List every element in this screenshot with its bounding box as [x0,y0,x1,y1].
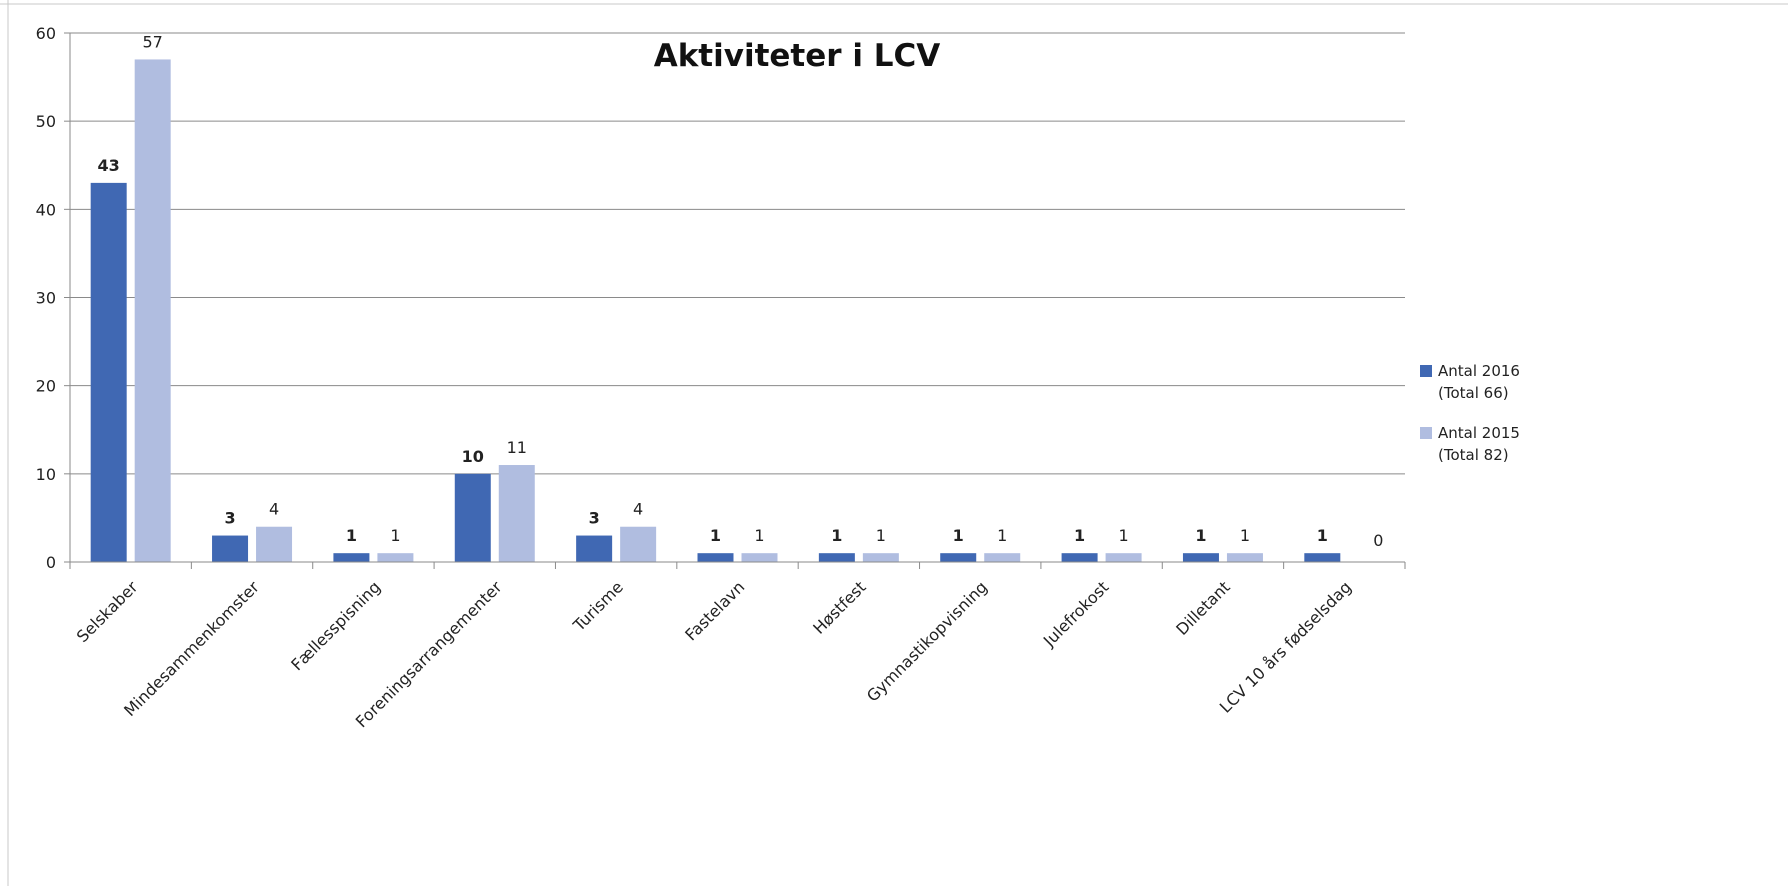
bar [818,553,855,562]
bar [212,535,249,562]
data-label: 3 [589,509,600,528]
bar [498,465,535,562]
data-label: 43 [98,156,120,175]
data-label: 4 [269,500,279,519]
bar [90,182,127,562]
data-label: 57 [143,32,163,51]
data-label: 1 [346,526,357,545]
x-tick-label: Fællesspisning [287,577,384,674]
x-tick-label: LCV 10 års fødselsdag [1216,577,1355,716]
y-tick-label: 60 [36,24,56,43]
x-tick-label: Foreningsarrangementer [352,577,506,731]
y-tick-label: 30 [36,289,56,308]
bar [333,553,370,562]
bar [862,553,899,562]
legend-item: Antal 2015 (Total 82) [1420,422,1530,466]
bar [940,553,977,562]
chart-title: Aktiviteter i LCV [654,38,941,74]
bar [1061,553,1098,562]
data-label: 1 [831,526,842,545]
y-tick-label: 0 [46,553,56,572]
data-label: 11 [507,438,527,457]
x-tick-label: Fastelavn [681,577,748,644]
x-tick-label: Selskaber [73,577,142,646]
bar [620,526,657,562]
x-tick-label: Dilletant [1172,577,1234,639]
x-tick-label: Julefrokost [1039,577,1112,650]
legend-label: Antal 2015 (Total 82) [1438,424,1520,464]
data-label: 1 [1195,526,1206,545]
x-tick-label: Gymnastikopvisning [863,577,991,705]
data-label: 1 [1317,526,1328,545]
bar [741,553,778,562]
data-label: 1 [754,526,764,545]
x-tick-label: Turisme [569,577,627,635]
legend-swatch [1420,427,1432,439]
bar [1226,553,1263,562]
bar [134,59,171,562]
bar [1182,553,1219,562]
data-label: 10 [462,447,484,466]
data-label: 1 [390,526,400,545]
data-label: 1 [1118,526,1128,545]
y-tick-label: 40 [36,200,56,219]
data-label: 1 [1074,526,1085,545]
legend-item: Antal 2016 (Total 66) [1420,360,1530,404]
bar [377,553,414,562]
bar [984,553,1021,562]
bar [454,473,491,562]
y-tick-label: 10 [36,465,56,484]
data-label: 1 [953,526,964,545]
data-label: 1 [876,526,886,545]
bar [697,553,734,562]
data-label: 1 [997,526,1007,545]
data-label: 4 [633,500,643,519]
data-label: 1 [1240,526,1250,545]
x-tick-label: Mindesammenkomster [120,577,263,720]
bar [256,526,293,562]
bar [1105,553,1142,562]
bar [576,535,613,562]
legend-label: Antal 2016 (Total 66) [1438,362,1520,402]
y-tick-label: 20 [36,377,56,396]
legend-swatch [1420,365,1432,377]
x-tick-label: Høstfest [809,577,869,637]
bar [1304,553,1341,562]
data-label: 0 [1373,531,1383,550]
data-label: 3 [224,509,235,528]
y-tick-label: 50 [36,112,56,131]
data-label: 1 [710,526,721,545]
